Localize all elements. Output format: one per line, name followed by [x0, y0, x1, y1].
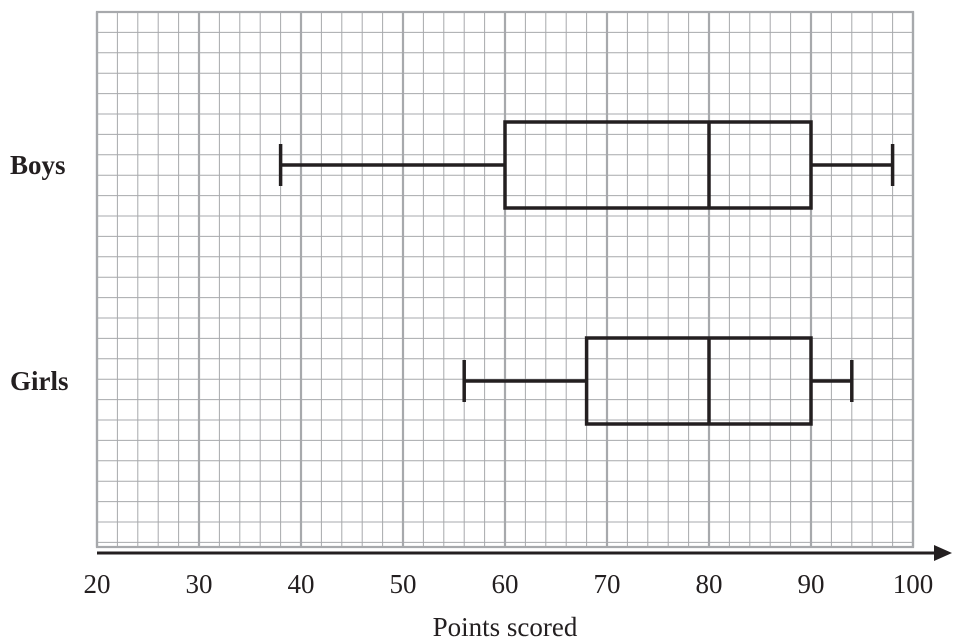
x-tick-label: 100 — [893, 569, 934, 599]
x-tick-label: 20 — [84, 569, 111, 599]
x-axis-arrow-icon — [934, 545, 952, 561]
x-tick-label: 30 — [186, 569, 213, 599]
x-tick-label: 40 — [288, 569, 315, 599]
iqr-box — [503, 120, 813, 210]
x-tick-label: 50 — [390, 569, 417, 599]
category-label-girls: Girls — [10, 366, 69, 396]
plot-area — [278, 120, 895, 426]
x-axis-title: Points scored — [433, 612, 578, 642]
box-plot-boys — [278, 120, 895, 210]
category-label-boys: Boys — [10, 150, 66, 180]
x-tick-label: 80 — [696, 569, 723, 599]
box-plot-girls — [462, 336, 854, 426]
x-axis — [97, 545, 952, 561]
x-tick-label: 70 — [594, 569, 621, 599]
iqr-box — [584, 336, 813, 426]
grid — [95, 10, 915, 549]
x-tick-label: 60 — [492, 569, 519, 599]
labels: 20 30 40 50 60 70 80 90 100 Points scored Boys Girl… — [10, 150, 933, 642]
x-tick-label: 90 — [798, 569, 825, 599]
grid-frame — [95, 10, 915, 549]
